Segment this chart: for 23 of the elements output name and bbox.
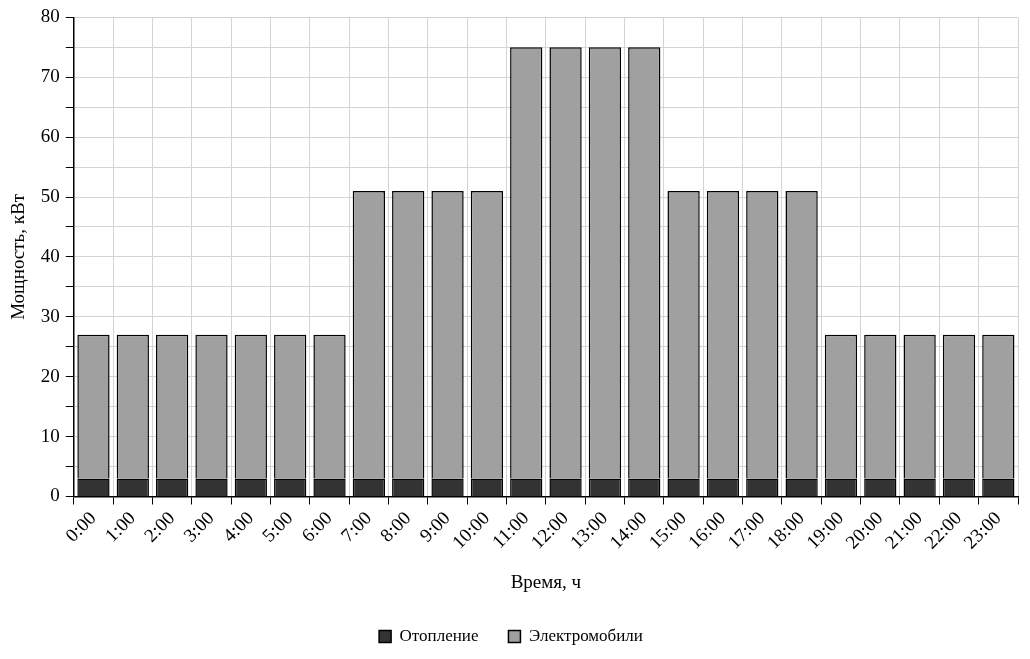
y-tick-label: 30 [40,304,60,326]
x-tick-label: 0:00 [61,507,100,546]
x-tick-label: 1:00 [100,507,140,546]
legend-label: Отопление [399,625,479,645]
x-axis-title: Время, ч [510,570,582,592]
x-tick-label: 5:00 [257,507,297,546]
y-tick-label: 70 [40,65,60,87]
x-tick-label: 8:00 [375,507,415,546]
legend-label: Электромобили [528,625,643,645]
y-tick-label: 50 [40,185,60,207]
x-tick-label: 4:00 [218,507,258,546]
y-axis-title: Мощность, кВт [7,193,29,320]
y-tick-label: 60 [40,125,60,147]
y-tick-label: 20 [40,364,60,386]
x-tick-label: 3:00 [179,507,218,546]
x-tick-label: 6:00 [297,507,336,546]
x-tick-label: 9:00 [415,507,454,546]
y-tick-label: 0 [50,484,60,506]
y-tick-label: 40 [40,244,60,266]
y-tick-label: 10 [40,424,60,446]
x-tick-label: 7:00 [336,507,376,546]
y-tick-label: 80 [40,5,60,27]
x-tick-label: 2:00 [139,507,179,546]
